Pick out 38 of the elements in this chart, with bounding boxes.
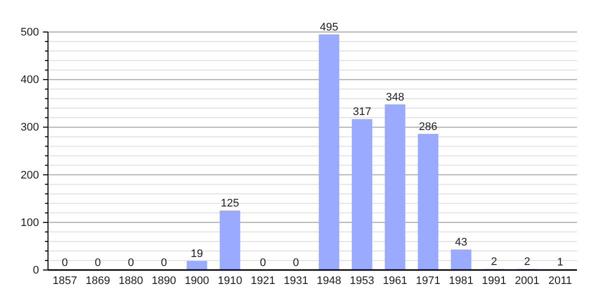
y-tick-label: 0 [32, 264, 39, 277]
x-tick-label: 1921 [250, 274, 276, 287]
data-label: 125 [220, 198, 240, 210]
x-tick-label: 2011 [548, 274, 572, 287]
x-tick-label: 1971 [416, 274, 440, 287]
data-label: 1 [557, 256, 564, 269]
y-tick-label: 300 [20, 122, 39, 134]
x-tick-label: 1953 [350, 274, 374, 287]
data-label: 43 [454, 236, 468, 249]
x-tick-label: 1890 [152, 274, 176, 287]
x-tick-label: 1857 [52, 274, 78, 287]
x-tick-label: 2001 [514, 274, 540, 287]
y-tick-label: 500 [20, 26, 39, 39]
data-label: 495 [320, 21, 338, 34]
x-tick-label: 1981 [448, 274, 474, 287]
x-tick-label: 1991 [482, 274, 506, 287]
x-tick-label: 1880 [118, 274, 144, 287]
y-tick-label: 100 [20, 216, 39, 229]
data-label: 0 [62, 257, 68, 269]
data-label: 0 [94, 257, 101, 269]
y-tick-label: 200 [20, 169, 39, 182]
x-tick-label: 1961 [382, 274, 408, 287]
data-label: 2 [491, 256, 498, 268]
x-tick-label: 1948 [316, 274, 342, 287]
data-label: 0 [160, 257, 167, 269]
data-label: 0 [292, 257, 300, 269]
data-label: 317 [352, 106, 372, 118]
data-label: 2 [524, 256, 530, 268]
data-label: 0 [128, 257, 134, 269]
x-tick-label: 1869 [86, 274, 110, 287]
data-label: 0 [260, 257, 266, 269]
x-tick-label: 1910 [218, 274, 242, 287]
x-tick-label: 1900 [184, 274, 210, 287]
y-tick-label: 400 [20, 74, 39, 86]
x-tick-label: 1931 [284, 274, 308, 287]
data-label: 348 [386, 91, 404, 104]
data-label: 19 [190, 248, 204, 260]
data-label: 286 [418, 120, 438, 133]
